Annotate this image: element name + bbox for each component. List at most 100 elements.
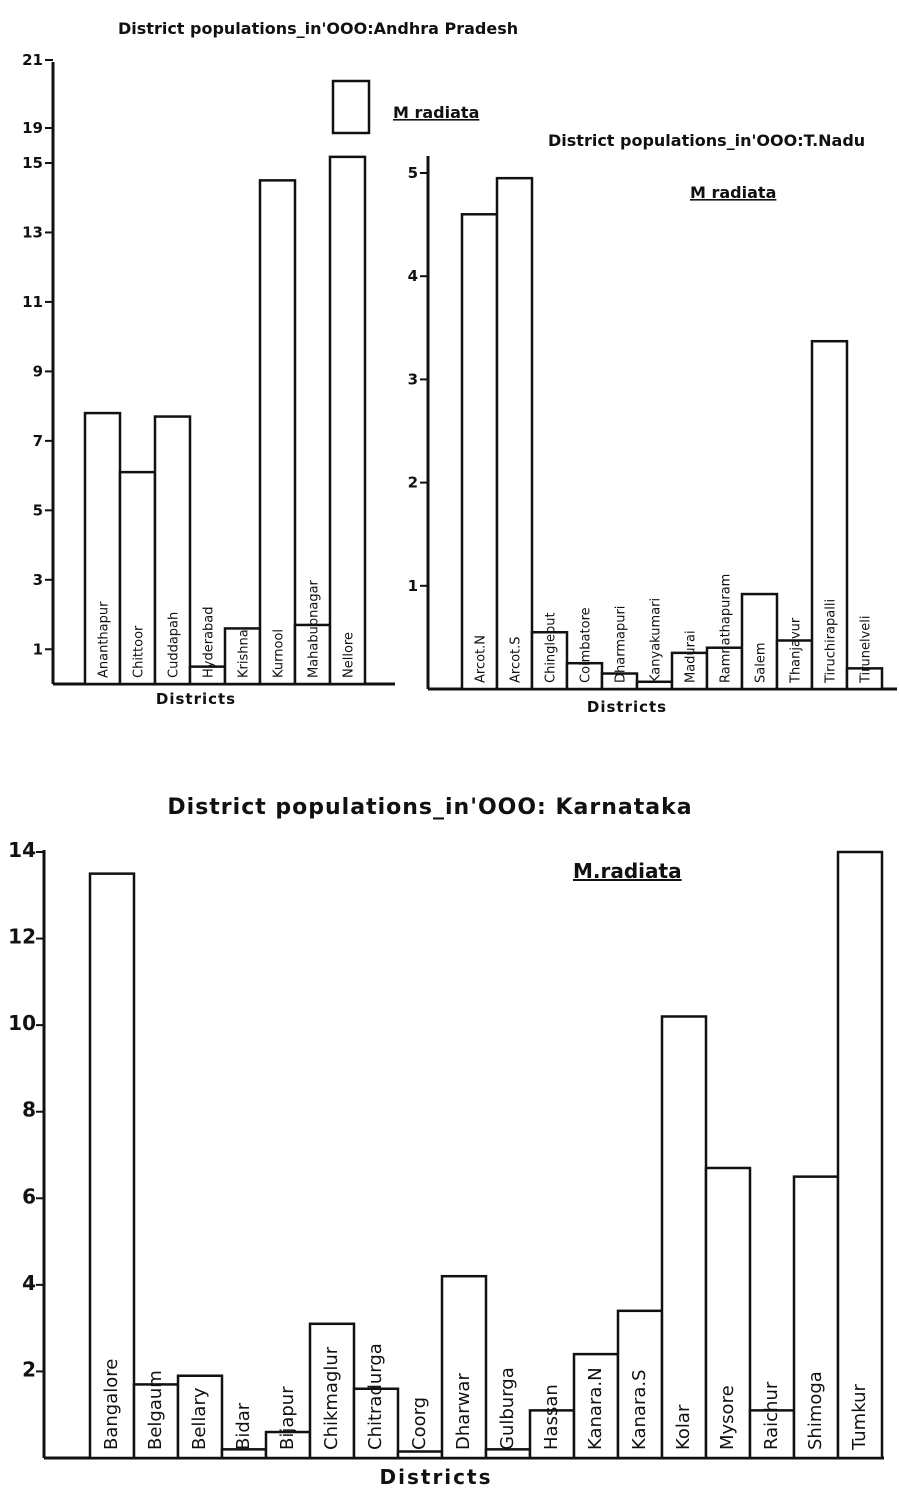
category-label: Kolar [673, 1404, 694, 1450]
y-tick-label: 4 [408, 267, 418, 285]
bar [530, 630, 569, 691]
category-label: Krishna [237, 629, 252, 678]
bar [223, 627, 262, 686]
bar [660, 1015, 708, 1460]
bar [810, 339, 849, 691]
category-label: Chingleput [544, 612, 559, 683]
category-label: Belgaum [145, 1370, 166, 1450]
category-label: Mysore [717, 1385, 738, 1450]
chart-andhra-pradesh: District populations_in'OOO:Andhra Prade… [22, 19, 518, 708]
bar [328, 155, 367, 686]
y-tick-label: 5 [33, 501, 43, 519]
category-label: Coorg [409, 1397, 430, 1450]
bar [293, 623, 332, 686]
bar [132, 1383, 180, 1460]
bar-series [83, 155, 367, 686]
category-label: Hassan [541, 1384, 562, 1450]
category-label: Hyderabad [202, 607, 217, 679]
bar [748, 1409, 796, 1460]
y-tick-label: 7 [33, 432, 43, 450]
category-label: Nellore [342, 632, 357, 678]
category-label: Chitradurga [365, 1343, 386, 1450]
category-label: Kurnool [272, 629, 287, 678]
y-tick-label: 13 [22, 223, 43, 241]
legend-label: M radiata [690, 183, 776, 202]
chart-title: District populations_in'OOO:Andhra Prade… [118, 19, 518, 38]
y-tick-label: 3 [408, 370, 418, 388]
bar [83, 411, 122, 686]
y-tick-label: 12 [8, 925, 36, 949]
category-label: Tirunelveli [859, 615, 874, 684]
bar-series [460, 176, 884, 691]
bar [740, 592, 779, 691]
y-tick-label: 8 [22, 1098, 36, 1122]
bar [352, 1387, 400, 1460]
y-tick-label: 2 [22, 1357, 36, 1381]
y-tick-label: 1 [408, 577, 418, 595]
y-tick-label: 21 [22, 51, 43, 69]
bar [775, 639, 814, 691]
bar [176, 1374, 224, 1460]
y-tick-labels: 2 4 6 8 10 12 14 [8, 838, 44, 1381]
bar [153, 415, 192, 686]
category-label: Chikmaglur [321, 1346, 342, 1450]
category-label: Kanara.S [629, 1369, 650, 1450]
y-tick-label: 11 [22, 293, 43, 311]
bar [845, 667, 884, 691]
bar [440, 1274, 488, 1460]
y-tick-label: 5 [408, 164, 418, 182]
bar [308, 1322, 356, 1460]
category-label: Cuddapah [167, 612, 182, 678]
y-tick-label: 14 [8, 838, 36, 862]
category-label: Thanjavur [789, 617, 804, 684]
category-label: Arcot.S [509, 636, 524, 683]
category-labels: Arcot.N Arcot.S Chingleput Coimbatore Dharma… [474, 574, 874, 684]
y-tick-label: 6 [22, 1184, 36, 1208]
bar [670, 651, 709, 691]
chart-tamil-nadu: District populations_in'OOO:T.Nadu 1 2 3 4 5… [408, 131, 897, 716]
legend-label: M.radiata [573, 859, 682, 883]
legend-label: M radiata [393, 103, 479, 122]
y-tick-labels: 1 2 3 4 5 [408, 164, 428, 595]
category-label: Chittoor [132, 625, 147, 678]
x-axis-label: Districts [587, 698, 667, 716]
category-label: Ananthapur [97, 601, 112, 678]
category-label: Kanara.N [585, 1367, 606, 1450]
bar-series [88, 850, 884, 1460]
bar [616, 1309, 664, 1460]
category-label: Raichur [761, 1381, 782, 1450]
y-tick-label: 2 [408, 474, 418, 492]
bar [396, 1450, 444, 1460]
category-label: Bijapur [277, 1386, 298, 1450]
category-label: Salem [754, 643, 769, 684]
y-tick-label: 4 [22, 1271, 36, 1295]
category-label: Shimoga [805, 1371, 826, 1450]
category-label: Tiruchirapalli [824, 599, 839, 684]
category-label: Bellary [189, 1387, 210, 1450]
category-label: Tumkur [849, 1384, 870, 1451]
bar [792, 1175, 840, 1460]
bar [495, 176, 534, 691]
chart-karnataka: District populations_in'OOO: Karnataka 2… [8, 795, 884, 1488]
category-label: Dharwar [453, 1373, 474, 1450]
chart-title: District populations_in'OOO:T.Nadu [548, 131, 865, 150]
bar [460, 213, 499, 691]
category-label: Madurai [684, 630, 699, 683]
y-tick-label: 10 [8, 1011, 36, 1035]
bar [88, 872, 136, 1460]
category-label: Dharmapuri [614, 606, 629, 683]
category-label: Coimbatore [579, 607, 594, 683]
category-labels: Bangalore Belgaum Bellary Bidar Bijapur Chikm… [101, 1343, 870, 1451]
y-tick-label: 3 [33, 571, 43, 589]
bar [118, 470, 157, 686]
category-label: Kanyakumari [649, 598, 664, 683]
x-axis-label: Districts [156, 690, 236, 708]
y-tick-label: 15 [22, 154, 43, 172]
category-label: Bidar [233, 1402, 254, 1450]
category-labels: Ananthapur Chittoor Cuddapah Hyderabad Krish… [97, 579, 357, 678]
bar [704, 1166, 752, 1460]
legend-swatch [331, 79, 371, 135]
y-tick-label: 19 [22, 119, 43, 137]
